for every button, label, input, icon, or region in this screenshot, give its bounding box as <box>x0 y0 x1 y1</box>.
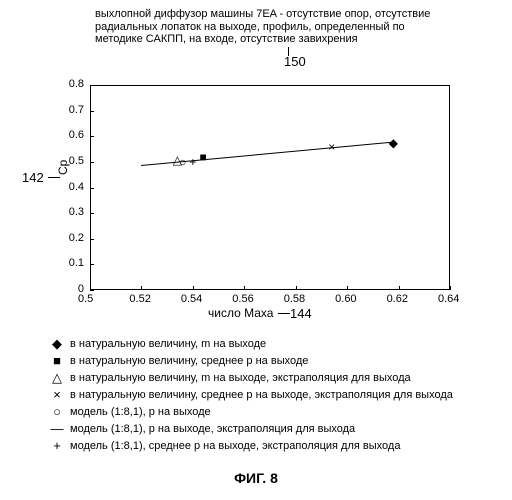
x-tick-label: 0.5 <box>78 293 93 305</box>
y-tick-label: 0.8 <box>69 78 84 90</box>
callout-ylabel: 142 <box>22 170 44 185</box>
legend-item: + модель (1:8,1), среднее p на выходе, эк… <box>50 437 470 454</box>
data-point: ◆ <box>389 138 398 148</box>
callout-title-value: 150 <box>284 54 306 69</box>
legend-marker-icon: △ <box>50 371 64 385</box>
y-tick-mark <box>90 111 94 112</box>
chart-plot-area <box>90 85 450 290</box>
y-tick-label: 0.1 <box>69 257 84 269</box>
legend-marker-icon: ■ <box>50 354 64 368</box>
data-point: ○ <box>179 157 186 167</box>
y-tick-mark <box>90 136 94 137</box>
chart-title: выхлопной диффузор машины 7EA - отсутств… <box>95 8 445 46</box>
y-tick-label: 0.3 <box>69 206 84 218</box>
legend-marker-icon: + <box>50 439 64 453</box>
y-tick-mark <box>90 264 94 265</box>
x-tick-mark <box>347 286 348 290</box>
x-tick-mark <box>193 286 194 290</box>
data-point: ■ <box>200 152 207 162</box>
y-tick-label: 0.7 <box>69 104 84 116</box>
legend-label: модель (1:8,1), p на выходе, экстраполяц… <box>70 423 355 435</box>
legend-item: — модель (1:8,1), p на выходе, экстраполя… <box>50 420 470 437</box>
legend-marker-icon: × <box>50 388 64 402</box>
callout-xlabel-value: 144 <box>290 306 312 321</box>
callout-title: 150 <box>284 54 306 69</box>
x-tick-label: 0.56 <box>232 293 253 305</box>
legend-item: ○ модель (1:8,1), p на выходе <box>50 403 470 420</box>
y-tick-mark <box>90 239 94 240</box>
y-tick-mark <box>90 213 94 214</box>
legend-item: △ в натуральную величину, m на выходе, эк… <box>50 369 470 386</box>
y-tick-label: 0.4 <box>69 181 84 193</box>
data-point: × <box>328 142 335 152</box>
legend-marker-icon: ◆ <box>50 337 64 351</box>
y-tick-mark <box>90 290 94 291</box>
x-tick-mark <box>399 286 400 290</box>
figure-caption: ФИГ. 8 <box>0 470 512 486</box>
legend-label: в натуральную величину, m на выходе, экс… <box>70 372 411 384</box>
y-tick-mark <box>90 162 94 163</box>
x-tick-mark <box>141 286 142 290</box>
x-tick-label: 0.58 <box>284 293 305 305</box>
y-tick-label: 0.6 <box>69 129 84 141</box>
x-tick-label: 0.54 <box>181 293 202 305</box>
legend-item: × в натуральную величину, среднее p на вы… <box>50 386 470 403</box>
x-tick-label: 0.52 <box>129 293 150 305</box>
callout-xlabel: 144 <box>290 306 312 321</box>
x-tick-label: 0.64 <box>438 293 459 305</box>
figure-root: выхлопной диффузор машины 7EA - отсутств… <box>0 0 512 500</box>
legend: ◆ в натуральную величину, m на выходе ■ в н… <box>50 335 470 454</box>
legend-label: в натуральную величину, среднее p на вых… <box>70 355 308 367</box>
legend-item: ◆ в натуральную величину, m на выходе <box>50 335 470 352</box>
legend-label: модель (1:8,1), среднее p на выходе, экс… <box>70 440 400 452</box>
x-tick-label: 0.62 <box>387 293 408 305</box>
y-tick-label: 0.5 <box>69 155 84 167</box>
x-tick-mark <box>90 286 91 290</box>
legend-label: в натуральную величину, среднее p на вых… <box>70 389 453 401</box>
y-tick-mark <box>90 188 94 189</box>
y-tick-mark <box>90 85 94 86</box>
legend-marker-icon: — <box>50 422 64 436</box>
x-tick-mark <box>450 286 451 290</box>
x-tick-mark <box>296 286 297 290</box>
x-tick-label: 0.60 <box>335 293 356 305</box>
legend-label: модель (1:8,1), p на выходе <box>70 406 211 418</box>
callout-ylabel-value: 142 <box>22 170 44 185</box>
x-tick-mark <box>244 286 245 290</box>
y-tick-label: 0.2 <box>69 232 84 244</box>
x-axis-label: число Маха <box>208 306 273 320</box>
legend-item: ■ в натуральную величину, среднее p на вы… <box>50 352 470 369</box>
legend-label: в натуральную величину, m на выходе <box>70 338 266 350</box>
data-point: + <box>189 157 196 167</box>
legend-marker-icon: ○ <box>50 405 64 419</box>
